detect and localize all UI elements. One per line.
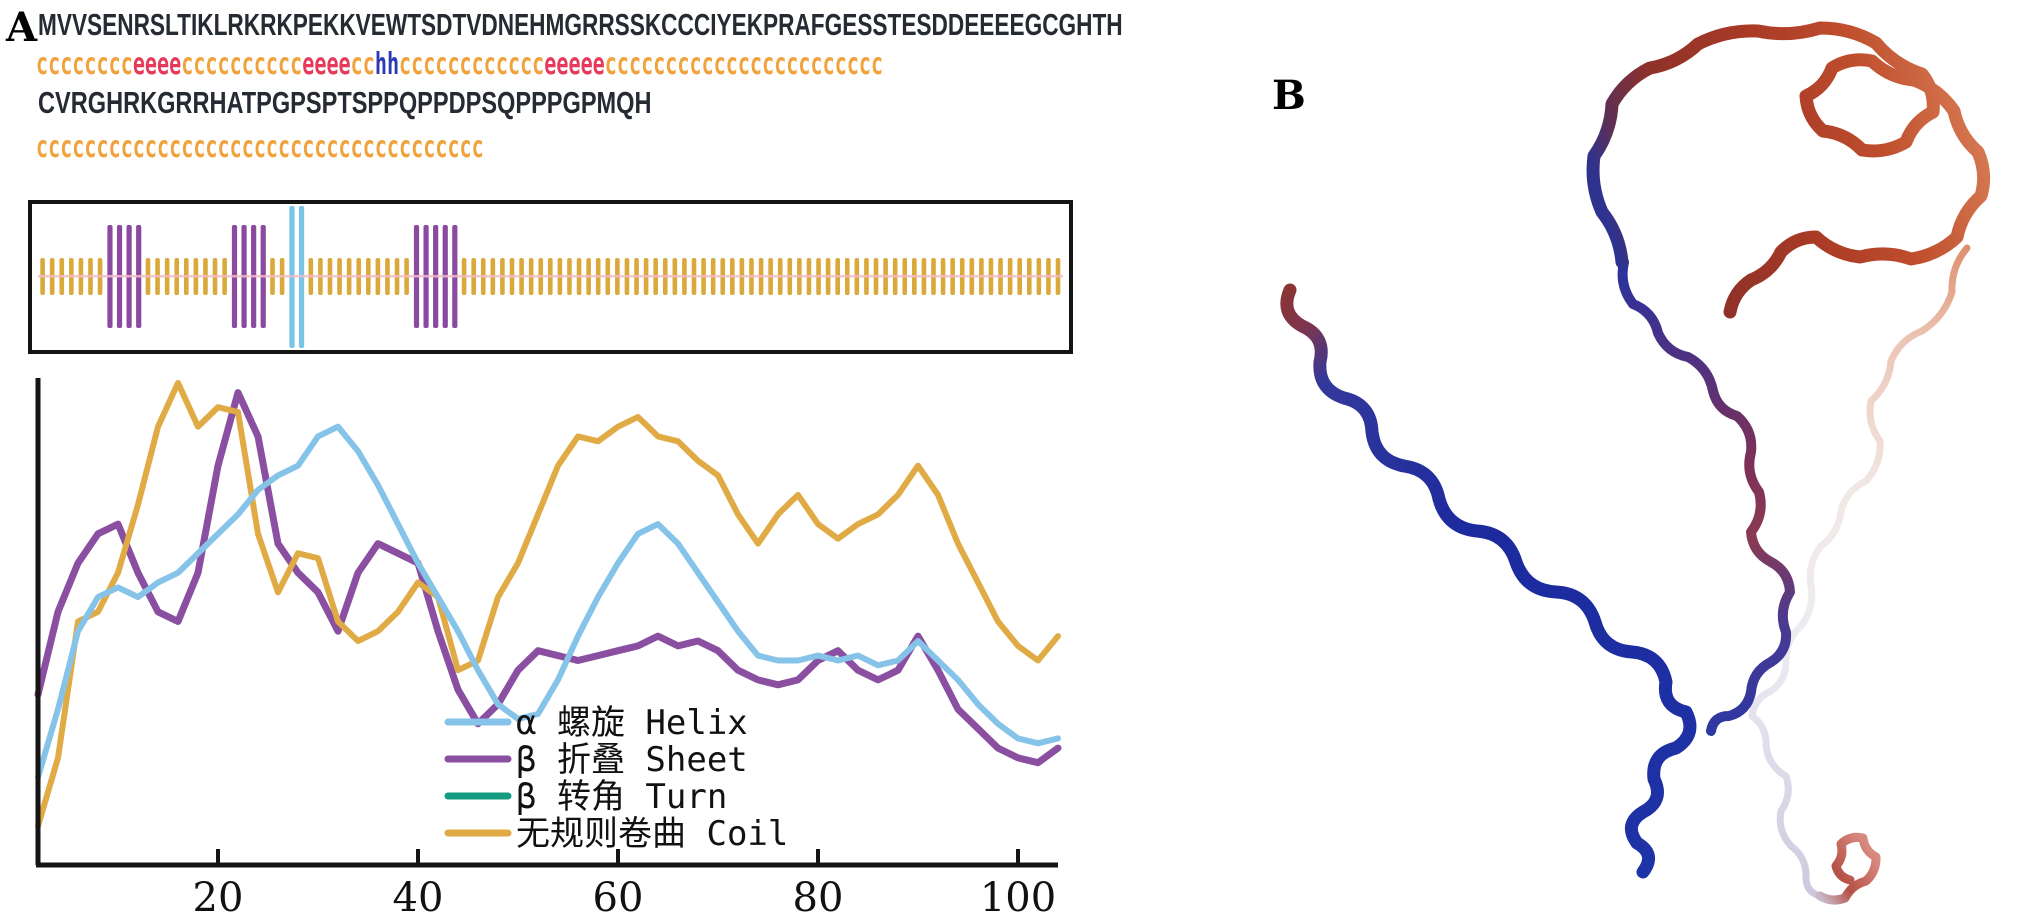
- x-tick-label: 20: [193, 875, 244, 921]
- amino-acid-sequence-line-1: MVVSENRSLTIKLRKRKPEKKVEWTSDTVDNEHMGRRSSK…: [38, 7, 1123, 42]
- amino-acid-sequence-line-2: CVRGHRKGRRHATPGPSPTSPPQPPDPSQPPPGPMQH: [38, 85, 652, 120]
- chart-axes: 20 40 60 80 100: [35, 378, 1058, 921]
- ribbon-strand-cterm-pale: [1748, 244, 1971, 900]
- panel-b-label: B: [1272, 72, 1306, 119]
- ss-run-strand: eeeee: [544, 47, 605, 82]
- ss-run-coil: cc: [350, 47, 375, 82]
- ss-run-coil: ccccccccccccccccccccccc: [604, 47, 884, 82]
- ss-run-strand: eeee: [132, 47, 182, 82]
- feature-map-border: [28, 200, 1073, 354]
- ss-run-coil: cccccccc: [36, 47, 133, 82]
- x-tick-label: 80: [793, 875, 844, 921]
- ss-run-strand: eeee: [302, 47, 351, 82]
- x-tick-label: 60: [593, 875, 644, 921]
- feature-map-bars: [38, 206, 1063, 348]
- chart-series: [34, 379, 1062, 829]
- ss-run-coil: cccccccccc: [181, 47, 303, 82]
- legend-label-3: 无规则卷曲 Coil: [516, 814, 788, 854]
- legend-label-2: β 转角 Turn: [516, 777, 727, 817]
- x-tick-label: 40: [393, 875, 444, 921]
- ss-run-coil: ccccccccccccccccccccccccccccccccccccc: [36, 130, 484, 165]
- ribbon-knot-top: [1586, 21, 1991, 319]
- secondary-structure-feature-map: [28, 200, 1073, 354]
- series-line-0: [35, 423, 1061, 781]
- secondary-structure-letters-line-1: cccccccceeeecccccccccceeeecchhcccccccccc…: [36, 48, 883, 81]
- legend-label-1: β 折叠 Sheet: [516, 740, 748, 780]
- secondary-structure-letters-line-2: ccccccccccccccccccccccccccccccccccccc: [36, 131, 484, 164]
- ribbon-strand-nterm-blue-arm: [1280, 283, 1697, 879]
- protein-3d-ribbon-model: [1280, 21, 1991, 905]
- series-line-1: [34, 389, 1062, 767]
- legend-label-0: α 螺旋 Helix: [516, 703, 748, 743]
- series-line-3: [35, 379, 1061, 829]
- feature-map-baseline: [38, 275, 1063, 278]
- ss-run-helix: hh: [374, 47, 400, 82]
- panel-a-label: A: [6, 4, 38, 51]
- ribbon-cterm-red-curl: [1815, 832, 1881, 905]
- ss-run-coil: cccccccccccc: [399, 47, 545, 82]
- x-tick-label: 100: [980, 875, 1056, 921]
- ribbon-strand-center: [1617, 257, 1795, 736]
